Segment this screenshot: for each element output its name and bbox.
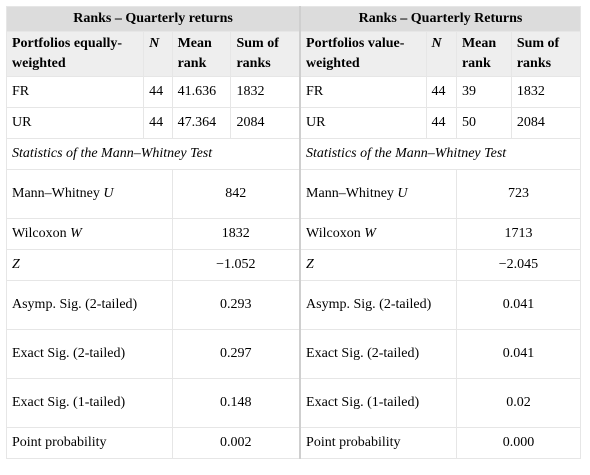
stats-title-row: Statistics of the Mann–Whitney Test Stat…	[6, 138, 582, 170]
left-stat-label: Exact Sig. (1-tailed)	[6, 378, 173, 428]
left-stat-label: Wilcoxon W	[6, 218, 173, 250]
mann-whitney-results-table: Ranks – Quarterly returns Ranks – Quarte…	[5, 6, 582, 459]
left-cell: 44	[143, 76, 173, 108]
right-cell: 44	[425, 107, 457, 139]
right-cell: UR	[299, 107, 427, 139]
right-table-title: Ranks – Quarterly Returns	[299, 6, 582, 32]
stat-row-wilcoxon-w: Wilcoxon W 1832 Wilcoxon W 1713	[6, 218, 582, 250]
right-stat-label: Exact Sig. (2-tailed)	[299, 329, 457, 379]
left-cell: 47.364	[171, 107, 232, 139]
left-col-sum-ranks: Sum of ranks	[230, 31, 301, 77]
left-stat-label: Mann–Whitney U	[6, 169, 173, 219]
left-col-portfolios: Portfolios equally-weighted	[5, 31, 145, 77]
left-cell: 2084	[230, 107, 301, 139]
right-col-sum-ranks: Sum of ranks	[510, 31, 582, 77]
stat-row-exact-sig-2-tailed: Exact Sig. (2-tailed) 0.297 Exact Sig. (…	[6, 329, 582, 379]
left-cell: UR	[5, 107, 145, 139]
stat-row-z: Z −1.052 Z −2.045	[6, 249, 582, 281]
right-stat-value: 723	[455, 169, 582, 219]
table-row: UR 44 47.364 2084 UR 44 50 2084	[5, 107, 582, 139]
table-title-row: Ranks – Quarterly returns Ranks – Quarte…	[6, 6, 582, 32]
left-col-mean-rank: Mean rank	[171, 31, 232, 77]
left-cell: 41.636	[171, 76, 232, 108]
right-stat-value: −2.045	[455, 249, 582, 281]
left-stat-value: 0.293	[171, 280, 301, 330]
right-stat-label: Z	[299, 249, 457, 281]
right-stat-label: Point probability	[299, 427, 457, 459]
right-col-mean-rank: Mean rank	[455, 31, 512, 77]
right-stat-value: 0.041	[455, 329, 582, 379]
left-stat-value: 0.148	[171, 378, 301, 428]
right-stat-label: Exact Sig. (1-tailed)	[299, 378, 457, 428]
left-stat-label: Exact Sig. (2-tailed)	[6, 329, 173, 379]
left-stat-value: −1.052	[171, 249, 301, 281]
right-cell: 1832	[510, 76, 582, 108]
left-stat-value: 0.002	[171, 427, 301, 459]
stat-row-exact-sig-1-tailed: Exact Sig. (1-tailed) 0.148 Exact Sig. (…	[6, 378, 582, 428]
left-stat-label: Asymp. Sig. (2-tailed)	[6, 280, 173, 330]
stat-row-asymp-sig: Asymp. Sig. (2-tailed) 0.293 Asymp. Sig.…	[6, 280, 582, 330]
right-stat-label: Mann–Whitney U	[299, 169, 457, 219]
column-header-row: Portfolios equally-weighted N Mean rank …	[5, 31, 582, 77]
right-stats-title: Statistics of the Mann–Whitney Test	[299, 138, 582, 170]
right-stat-value: 0.000	[455, 427, 582, 459]
left-stats-title: Statistics of the Mann–Whitney Test	[6, 138, 301, 170]
right-col-portfolios: Portfolios value-weighted	[299, 31, 427, 77]
left-stat-value: 842	[171, 169, 301, 219]
right-cell: FR	[299, 76, 427, 108]
right-cell: 50	[455, 107, 512, 139]
right-col-n: N	[425, 31, 457, 77]
left-stat-value: 1832	[171, 218, 301, 250]
left-col-n: N	[143, 31, 173, 77]
right-cell: 2084	[510, 107, 582, 139]
stat-row-mann-whitney-u: Mann–Whitney U 842 Mann–Whitney U 723	[6, 169, 582, 219]
left-stat-label: Z	[6, 249, 173, 281]
left-cell: FR	[5, 76, 145, 108]
left-table-title: Ranks – Quarterly returns	[6, 6, 301, 32]
right-cell: 44	[425, 76, 457, 108]
table-row: FR 44 41.636 1832 FR 44 39 1832	[5, 76, 582, 108]
right-cell: 39	[455, 76, 512, 108]
stat-row-point-probability: Point probability 0.002 Point probabilit…	[6, 427, 582, 459]
left-cell: 1832	[230, 76, 301, 108]
right-stat-label: Wilcoxon W	[299, 218, 457, 250]
right-stat-label: Asymp. Sig. (2-tailed)	[299, 280, 457, 330]
right-stat-value: 0.041	[455, 280, 582, 330]
left-stat-label: Point probability	[6, 427, 173, 459]
right-stat-value: 0.02	[455, 378, 582, 428]
left-stat-value: 0.297	[171, 329, 301, 379]
left-cell: 44	[143, 107, 173, 139]
right-stat-value: 1713	[455, 218, 582, 250]
